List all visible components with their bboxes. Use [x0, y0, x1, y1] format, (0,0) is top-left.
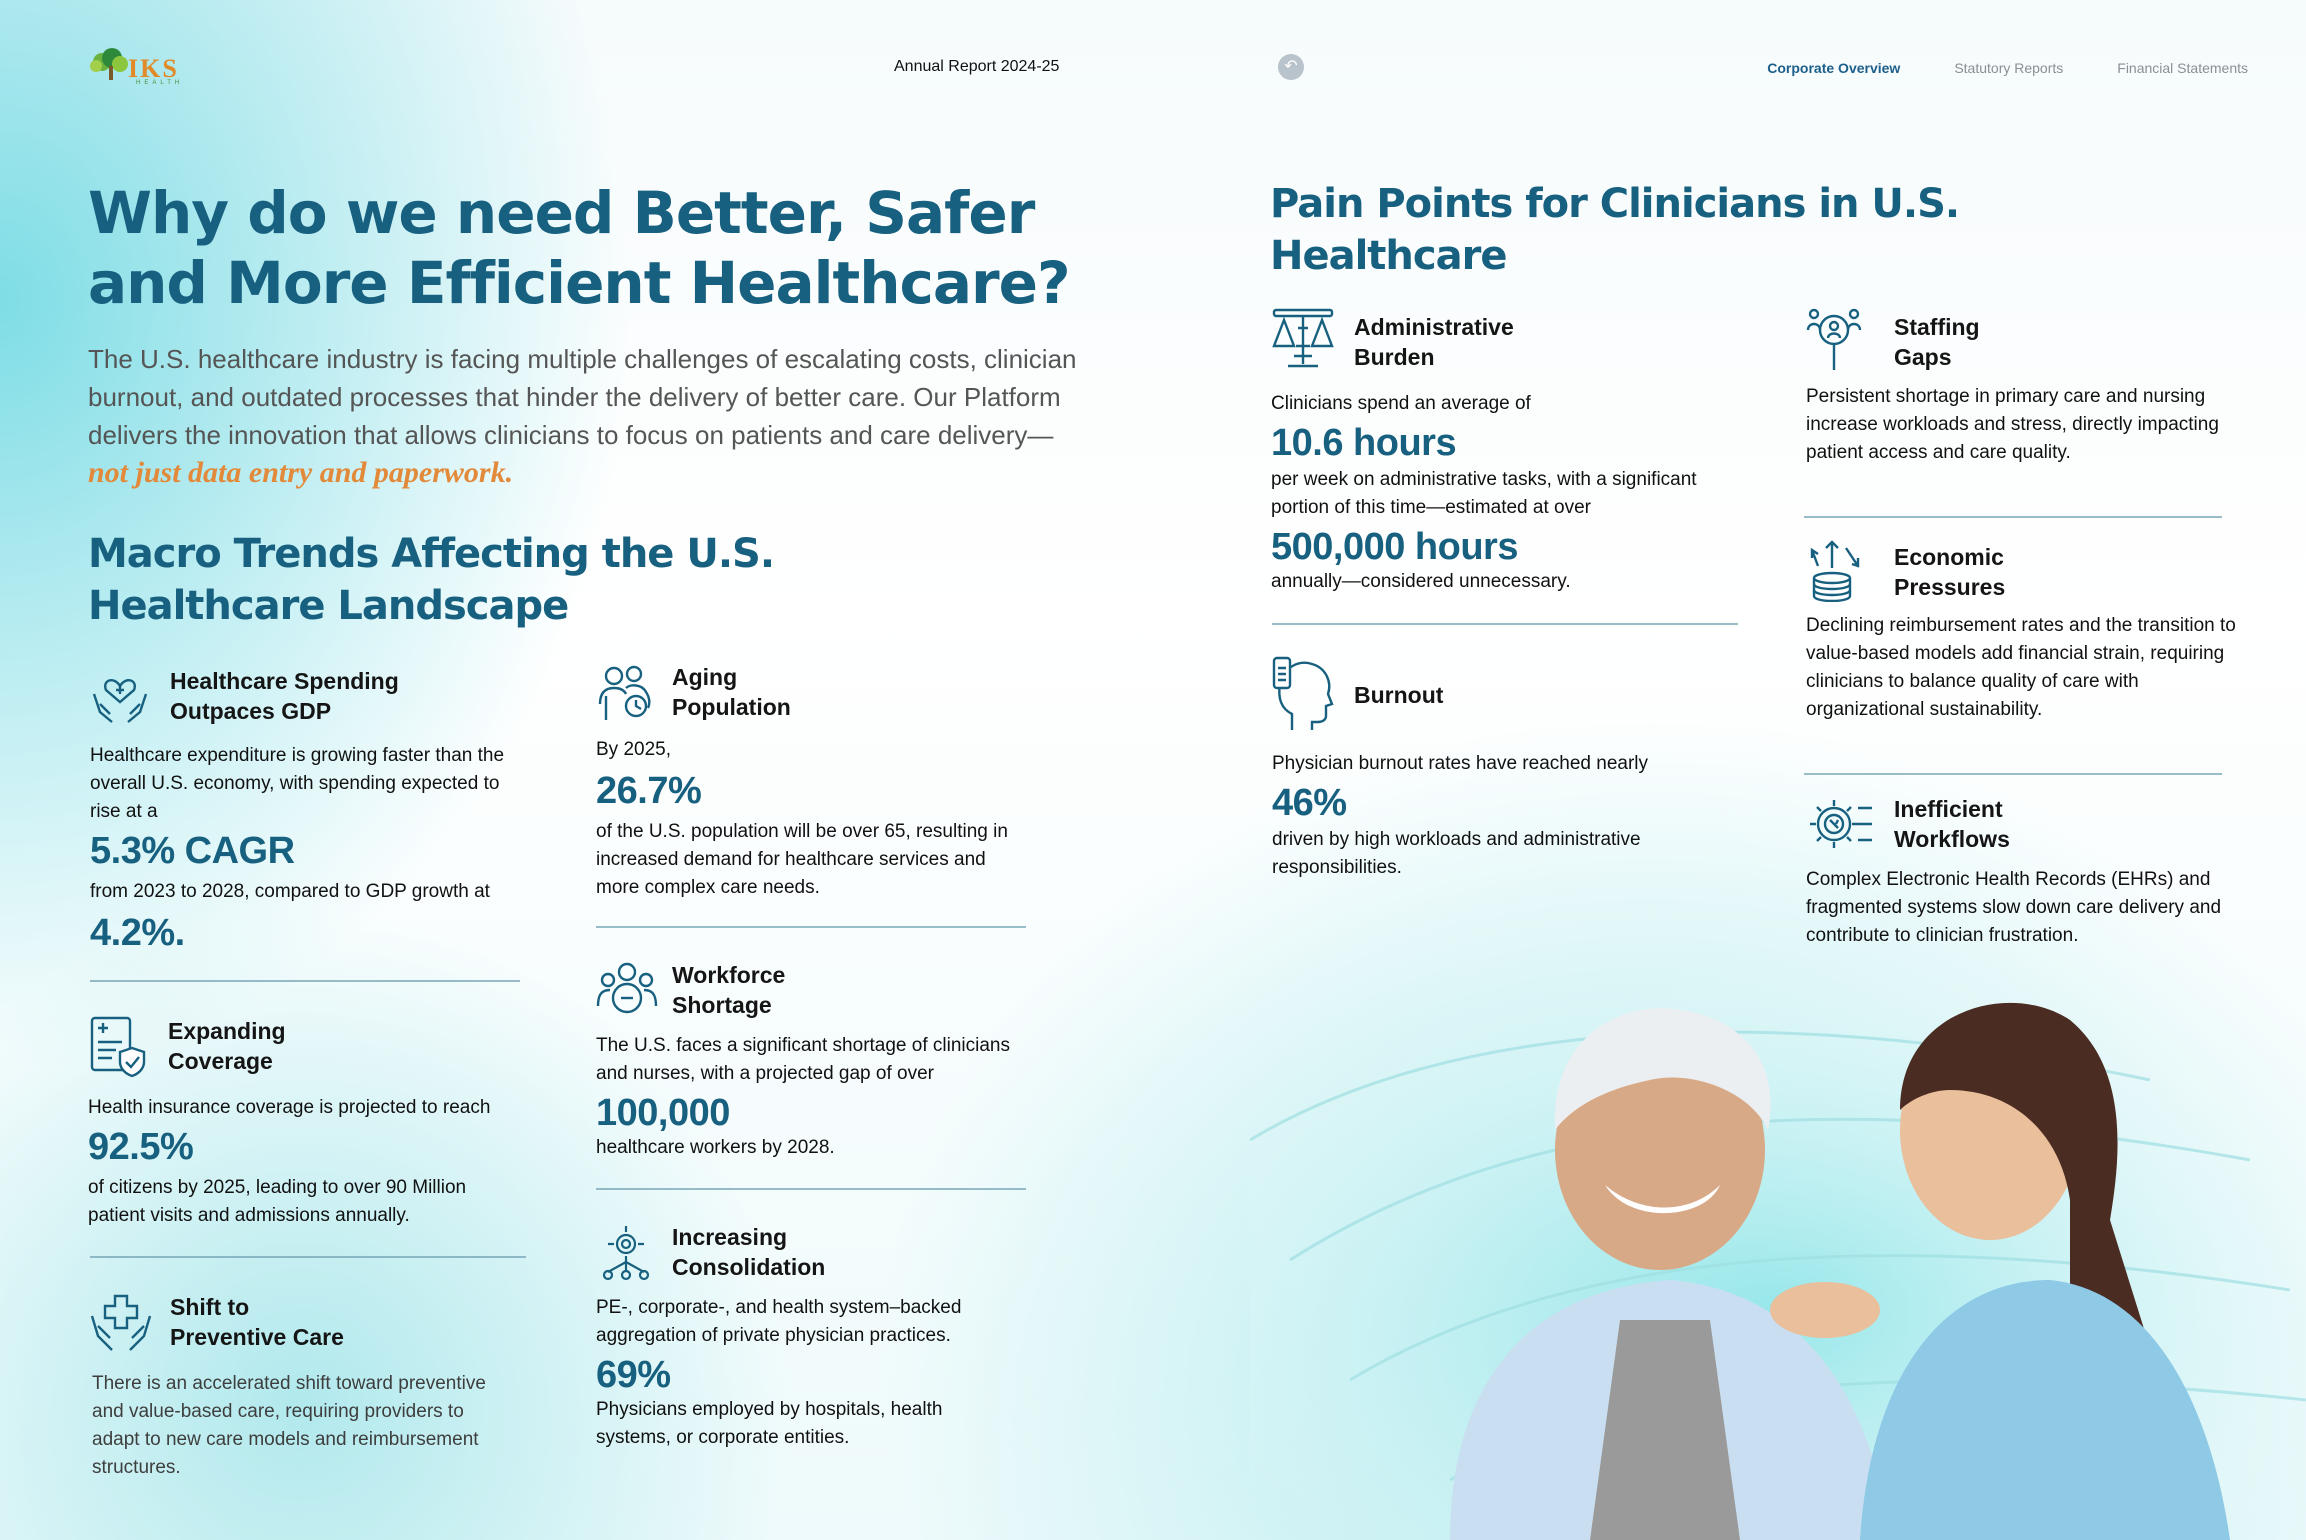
card-title-coverage: Expanding Coverage: [168, 1018, 286, 1074]
insurance-document-icon: [90, 1016, 146, 1078]
card-title-workflows: Inefficient Workflows: [1894, 796, 2010, 852]
admin-text-3: annually—considered unnecessary.: [1271, 571, 1571, 592]
admin-text: Clinicians spend an average of: [1271, 393, 1531, 414]
top-navigation: Corporate Overview Statutory Reports Fin…: [1767, 60, 2248, 76]
divider: [1804, 773, 2222, 775]
consolidation-network-icon: [602, 1226, 650, 1281]
coverage-text-2: of citizens by 2025, leading to over 90 …: [88, 1177, 467, 1226]
card-title-burnout: Burnout: [1354, 682, 1444, 708]
card-title-workforce: Workforce Shortage: [672, 962, 786, 1018]
intro-highlight: not just data entry and paperwork.: [88, 456, 514, 489]
aging-text-2: of the U.S. population will be over 65, …: [596, 821, 1008, 898]
spending-stat-gdp: 4.2%.: [90, 912, 185, 954]
page-title: Why do we need Better, Safer and More Ef…: [88, 179, 1071, 317]
intro-text: The U.S. healthcare industry is facing m…: [88, 344, 1077, 450]
aging-people-icon: [598, 665, 651, 720]
nav-financial-statements[interactable]: Financial Statements: [2117, 60, 2248, 76]
coverage-stat: 92.5%: [88, 1126, 194, 1168]
tree-logo-icon: [90, 48, 128, 80]
logo-wordmark: IKS: [128, 54, 179, 83]
pain-points-heading: Pain Points for Clinicians in U.S. Healt…: [1270, 181, 1960, 279]
coverage-text: Health insurance coverage is projected t…: [88, 1097, 491, 1118]
staffing-text: Persistent shortage in primary care and …: [1806, 386, 2219, 463]
macro-trends-heading: Macro Trends Affecting the U.S. Healthca…: [88, 531, 775, 629]
spending-text-2: from 2023 to 2028, compared to GDP growt…: [90, 881, 490, 902]
spending-stat-cagr: 5.3% CAGR: [90, 830, 295, 872]
intro-paragraph: The U.S. healthcare industry is facing m…: [88, 340, 1078, 492]
heart-hands-icon: [92, 679, 148, 723]
preventive-text: There is an accelerated shift toward pre…: [92, 1373, 486, 1478]
divider: [90, 980, 520, 982]
burnout-head-icon: [1272, 656, 1334, 730]
admin-text-2: per week on administrative tasks, with a…: [1271, 469, 1697, 518]
divider: [596, 1188, 1026, 1190]
card-title-aging: Aging Population: [672, 664, 791, 720]
workforce-stat: 100,000: [596, 1092, 730, 1134]
consolidation-text: PE-, corporate-, and health system–backe…: [596, 1297, 962, 1346]
balance-scale-icon: [1272, 308, 1334, 368]
care-hands-icon: [90, 1294, 152, 1351]
divider: [1272, 623, 1738, 625]
spending-text: Healthcare expenditure is growing faster…: [90, 745, 505, 822]
admin-stat-annual: 500,000 hours: [1271, 526, 1518, 568]
gear-workflow-icon: [1810, 800, 1872, 848]
back-button[interactable]: ↶: [1278, 54, 1304, 80]
card-title-consolidation: Increasing Consolidation: [672, 1224, 826, 1280]
workflows-text: Complex Electronic Health Records (EHRs)…: [1806, 869, 2222, 946]
workforce-text-2: healthcare workers by 2028.: [596, 1137, 835, 1158]
doctor-patient-photo: [1250, 960, 2306, 1540]
divider: [90, 1256, 526, 1258]
divider: [596, 926, 1026, 928]
report-title: Annual Report 2024-25: [894, 58, 1060, 75]
card-title-economic: Economic Pressures: [1894, 544, 2006, 600]
card-title-admin-burden: Administrative Burden: [1354, 314, 1514, 370]
aging-text: By 2025,: [596, 739, 671, 760]
card-title-preventive: Shift to Preventive Care: [170, 1294, 344, 1350]
burnout-text: Physician burnout rates have reached nea…: [1272, 753, 1649, 774]
card-title-spending: Healthcare Spending Outpaces GDP: [170, 668, 399, 724]
card-title-staffing: Staffing Gaps: [1894, 314, 1980, 370]
consolidation-text-2: Physicians employed by hospitals, health…: [596, 1399, 943, 1448]
workforce-text: The U.S. faces a significant shortage of…: [596, 1035, 1010, 1084]
coins-arrows-icon: [1810, 540, 1860, 602]
consolidation-stat: 69%: [596, 1354, 671, 1396]
logo-subtext: HEALTH: [136, 80, 184, 86]
aging-stat: 26.7%: [596, 770, 702, 812]
iks-health-logo[interactable]: IKS HEALTH: [88, 48, 198, 88]
burnout-stat: 46%: [1272, 782, 1347, 824]
nav-statutory-reports[interactable]: Statutory Reports: [1954, 60, 2064, 76]
workforce-group-icon: [596, 962, 658, 1014]
nav-corporate-overview[interactable]: Corporate Overview: [1767, 60, 1901, 76]
burnout-text-2: driven by high workloads and administrat…: [1272, 829, 1641, 878]
staffing-search-icon: [1806, 308, 1862, 370]
admin-stat-hours: 10.6 hours: [1271, 422, 1457, 464]
return-arrow-icon: ↶: [1284, 58, 1298, 75]
economic-text: Declining reimbursement rates and the tr…: [1806, 615, 2236, 720]
divider: [1804, 516, 2222, 518]
